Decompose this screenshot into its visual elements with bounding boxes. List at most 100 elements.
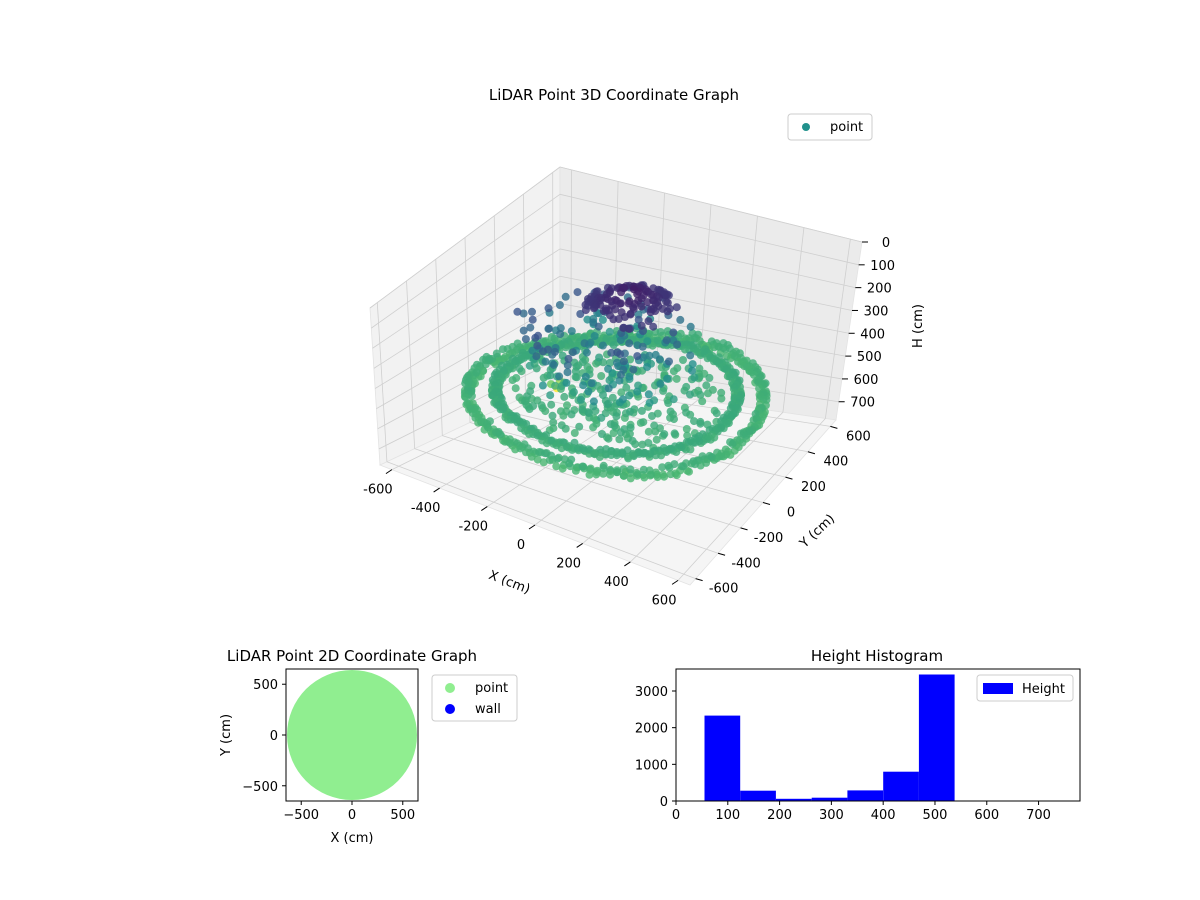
point-marker: [569, 388, 578, 397]
y-tick-mark-3d: [785, 476, 793, 480]
histogram-bar: [918, 674, 955, 801]
point-marker: [596, 445, 605, 454]
histogram-bars: [704, 674, 955, 801]
point-marker: [589, 423, 598, 432]
point-marker: [663, 307, 672, 316]
point-marker: [589, 318, 598, 327]
point-marker: [608, 393, 617, 402]
grid-line-z-left: [372, 221, 561, 349]
point-marker: [616, 336, 625, 345]
point-marker: [597, 413, 606, 422]
point-marker: [581, 372, 590, 381]
point-marker: [477, 418, 486, 427]
point-marker: [526, 323, 535, 332]
y-tick-mark-3d: [807, 451, 816, 455]
point-marker: [549, 360, 558, 369]
x-tick-mark-3d: [433, 487, 440, 493]
point-marker: [605, 358, 614, 367]
point-marker: [604, 384, 613, 393]
point-marker: [570, 429, 579, 437]
x-tick-label-3d: 400: [604, 575, 629, 590]
point-marker: [545, 456, 554, 465]
point-marker: [626, 407, 634, 416]
point-marker: [638, 342, 647, 351]
point-marker: [575, 422, 584, 431]
point-marker: [696, 419, 705, 428]
point-marker: [660, 430, 669, 439]
z-tick-label-3d: 300: [864, 304, 889, 319]
point-marker: [599, 469, 608, 478]
legend-label-point: point: [475, 681, 508, 696]
x-tick-label-3d: 0: [517, 538, 525, 553]
grid-line-y-floor: [414, 448, 719, 554]
point-marker: [613, 468, 621, 477]
x-tick-label-2d: 500: [390, 808, 415, 823]
point-marker: [688, 366, 696, 375]
point-marker: [686, 351, 695, 360]
point-marker: [634, 381, 643, 390]
point-marker: [666, 470, 675, 479]
point-marker: [598, 430, 606, 438]
y-tick-label-2d: 0: [270, 729, 278, 744]
legend-label-wall: wall: [475, 702, 501, 717]
point-marker: [626, 465, 635, 474]
point-marker: [585, 470, 594, 479]
point-marker: [648, 341, 657, 350]
grid-line-x-back: [782, 227, 805, 413]
point-marker: [550, 347, 559, 356]
grid-line-z-left: [373, 248, 561, 369]
point-marker: [556, 324, 565, 333]
legend-marker-wall: [445, 704, 455, 714]
point-marker: [567, 410, 576, 419]
y-axis-label-3d: Y (cm): [796, 512, 838, 552]
y-tick-mark-3d: [830, 425, 838, 429]
point-marker: [622, 383, 631, 392]
grid-line-y-left: [523, 194, 526, 397]
point-marker: [702, 381, 711, 390]
y-tick-label-3d: 400: [824, 455, 849, 470]
point-marker: [607, 348, 616, 357]
point-marker: [498, 405, 507, 414]
grid-line-z-left: [369, 166, 561, 309]
y-tick-label-hist: 1000: [635, 758, 668, 773]
histogram-bar: [847, 790, 884, 801]
x-tick-label-hist: 500: [923, 808, 948, 823]
point-marker: [545, 324, 553, 333]
y-tick-mark-3d: [740, 527, 748, 531]
point-marker: [571, 466, 580, 475]
x-tick-label-3d: 200: [556, 556, 581, 571]
point-marker: [652, 435, 661, 444]
point-marker: [665, 463, 674, 472]
point-marker: [528, 315, 537, 324]
point-marker: [515, 364, 524, 373]
grid-line-y-left: [376, 302, 388, 462]
scatter3d-title: LiDAR Point 3D Coordinate Graph: [489, 86, 739, 104]
point-marker: [513, 307, 522, 316]
point-marker: [643, 298, 652, 307]
point-marker: [690, 417, 698, 426]
point-marker: [496, 430, 505, 439]
y-tick-label-3d: -200: [754, 531, 784, 546]
point-marker: [626, 355, 635, 364]
point-marker: [508, 376, 517, 385]
point-marker: [717, 388, 726, 397]
point-marker: [639, 418, 648, 427]
point-marker: [546, 391, 555, 400]
point-marker: [696, 390, 705, 399]
y-tick-label-3d: -400: [731, 556, 761, 571]
point-marker: [541, 357, 550, 366]
grid-line-y-floor: [386, 461, 696, 580]
point-marker: [660, 472, 669, 481]
point-cloud-2d: [287, 670, 417, 800]
legend-marker-point: [802, 123, 810, 131]
point-marker: [609, 341, 618, 349]
point-marker: [672, 471, 681, 480]
point-marker: [686, 390, 694, 399]
point-marker: [615, 299, 624, 308]
grid-line-x-back: [824, 239, 851, 419]
x-tick-label-hist: 300: [819, 808, 844, 823]
z-axis-label-3d: H (cm): [911, 304, 926, 348]
z-tick-label-3d: 0: [882, 236, 890, 251]
point-marker: [516, 444, 525, 453]
point-marker: [521, 335, 530, 344]
